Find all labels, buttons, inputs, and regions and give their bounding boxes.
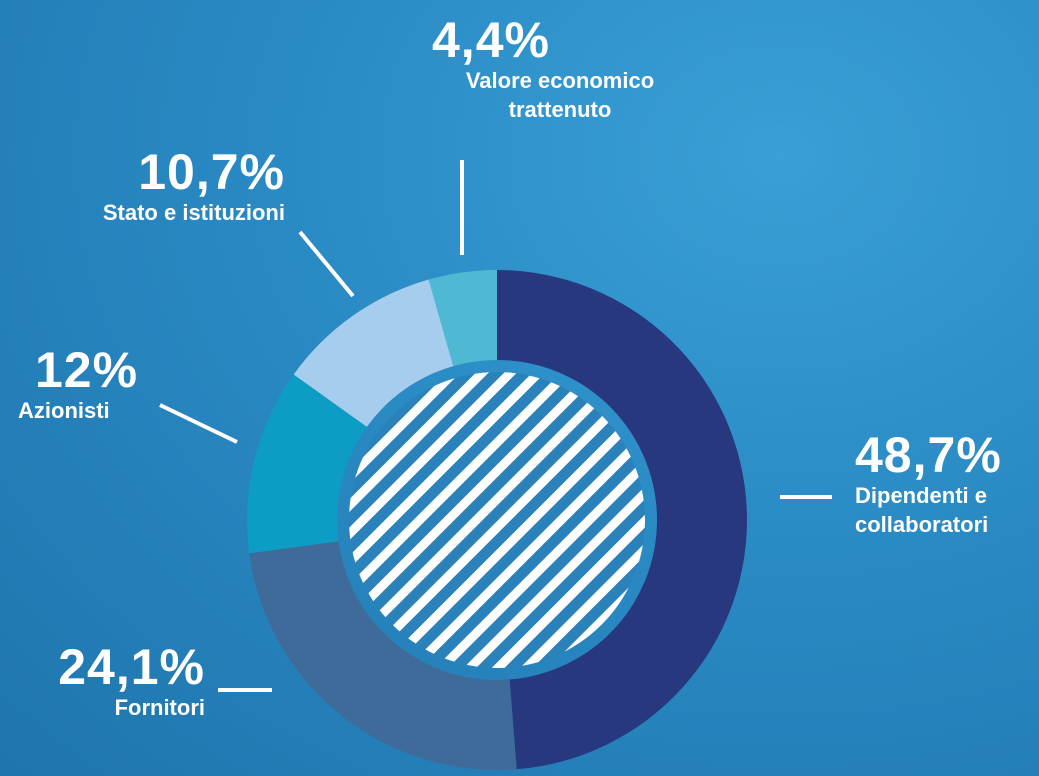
slice xyxy=(497,270,747,770)
slice xyxy=(247,374,367,554)
leader-lines xyxy=(159,160,832,692)
hatch xyxy=(349,372,645,668)
slice-label: 24,1% Fornitori xyxy=(20,642,205,723)
category-label: Stato e istituzioni xyxy=(102,200,285,225)
category-label: Azionisti xyxy=(18,398,110,423)
value-label: 24,1% xyxy=(58,639,205,695)
value-label: 4,4% xyxy=(432,12,550,68)
value-label: 10,7% xyxy=(138,144,285,200)
slice-label: 48,7% Dipendenti e collaboratori xyxy=(855,430,1039,539)
slice xyxy=(293,279,454,427)
value-label: 12% xyxy=(35,342,139,398)
slices xyxy=(247,270,747,770)
value-label: 48,7% xyxy=(855,427,1002,483)
slice xyxy=(249,541,517,770)
leader-line xyxy=(159,403,238,444)
slice-label: 12% Azionisti xyxy=(18,345,143,426)
slice-label: 10,7% Stato e istituzioni xyxy=(20,147,285,228)
leader-line xyxy=(298,230,355,298)
slice xyxy=(428,270,497,367)
slice-label: 4,4% Valore economico trattenuto xyxy=(420,15,700,124)
category-label: Valore economico trattenuto xyxy=(465,68,655,122)
category-label: Fornitori xyxy=(114,695,205,720)
category-label: Dipendenti e collaboratori xyxy=(855,483,989,537)
